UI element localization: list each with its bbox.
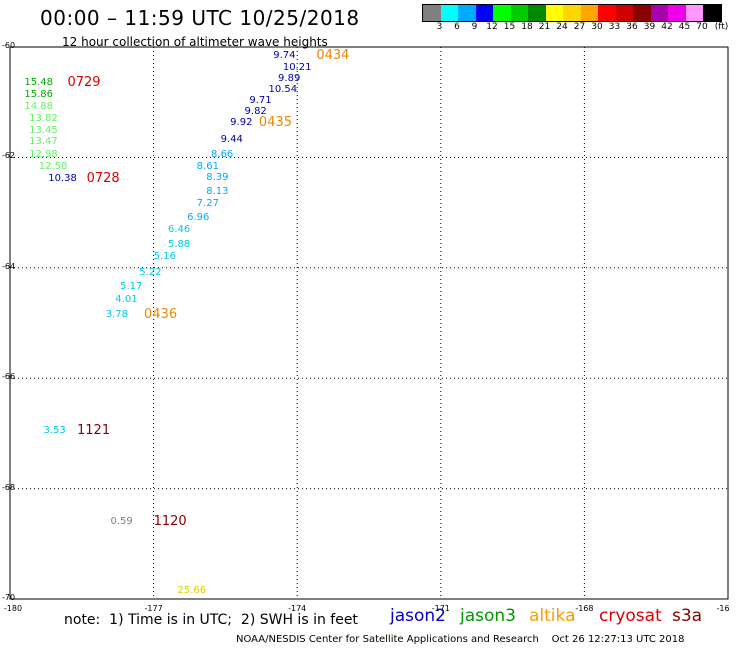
wave-height-point: 25.66	[177, 584, 207, 596]
legend-jason3: jason3	[460, 606, 516, 626]
legend-swatch	[703, 5, 721, 21]
footer-note: note: 1) Time is in UTC; 2) SWH is in fe…	[64, 612, 358, 628]
wave-height-point: 10.38	[48, 173, 77, 185]
legend-swatch	[458, 5, 476, 21]
legend-tick-label: 6	[454, 22, 460, 32]
legend-tick-label: 70	[696, 22, 708, 32]
legend-swatch	[440, 5, 458, 21]
legend-swatch	[528, 5, 546, 21]
legend-tick-label: (ft)	[714, 22, 729, 32]
wave-height-point: 13.47	[29, 136, 58, 148]
pass-time-label: 0729	[67, 74, 101, 90]
legend-swatch	[668, 5, 686, 21]
chart-subtitle: 12 hour collection of altimeter wave hei…	[62, 35, 328, 49]
y-axis-label: -70	[2, 593, 16, 602]
x-axis-label: -177	[144, 604, 163, 613]
pass-time-label: 0728	[86, 171, 120, 187]
wave-height-point: 0.59	[110, 515, 133, 527]
legend-swatch	[423, 5, 441, 21]
legend-tick-label: 3	[436, 22, 443, 32]
pass-time-label: 0434	[316, 48, 350, 64]
legend-tick-label: 42	[661, 22, 673, 32]
legend-tick-label: 45	[678, 22, 691, 32]
legend-altika: altika	[529, 606, 576, 626]
legend-swatch	[563, 5, 581, 21]
wave-height-point: 8.61	[196, 160, 219, 172]
wave-height-point: 13.45	[29, 124, 58, 136]
x-axis-label: -171	[431, 604, 450, 613]
legend-swatch	[633, 5, 651, 21]
wave-height-point: 9.82	[244, 106, 267, 118]
wave-height-point: 6.46	[167, 224, 191, 236]
wave-height-point: 9.74	[273, 50, 296, 62]
wave-height-point: 12.98	[29, 148, 58, 160]
legend-tick-label: 24	[556, 22, 568, 32]
wave-height-point: 10.21	[282, 61, 312, 73]
wave-height-point: 9.44	[220, 133, 243, 145]
legend-swatch	[598, 5, 616, 21]
wave-height-point: 6.96	[187, 212, 210, 224]
wave-height-point: 4.01	[115, 293, 138, 305]
color-scale-ticks: 3 6 9 12 15 18 21 24 27 30 33 36 39 42 45 70 (ft)	[422, 22, 740, 34]
y-axis-label: -66	[2, 372, 16, 382]
wave-height-point: 5.16	[153, 250, 176, 262]
legend-tick-label: 27	[573, 22, 586, 32]
y-axis-label: -64	[2, 261, 16, 271]
wave-height-point: 14.88	[24, 101, 53, 113]
legend-swatch	[475, 5, 493, 21]
legend-swatch	[545, 5, 563, 21]
wave-height-point: 9.89	[278, 73, 301, 85]
credit-line: NOAA/NESDIS Center for Satellite Applica…	[236, 634, 685, 645]
legend-tick-label: 15	[503, 22, 516, 32]
legend-swatch	[685, 5, 703, 21]
legend-swatch	[580, 5, 598, 21]
pass-time-label: 1120	[153, 513, 187, 529]
plot-frame	[9, 46, 729, 600]
legend-tick-label: 12	[486, 22, 498, 32]
legend-cryosat: cryosat	[599, 606, 662, 626]
wave-height-point: 8.39	[206, 172, 229, 184]
pass-time-label: 0435	[258, 115, 292, 131]
chart-title: 00:00 – 11:59 UTC 10/25/2018	[40, 6, 360, 30]
y-axis-label: -62	[2, 151, 16, 161]
wave-height-point: 15.48	[24, 76, 53, 88]
y-axis-label: -60	[2, 41, 16, 50]
pass-time-label: 0436	[144, 306, 178, 322]
wave-height-point: 3.53	[43, 424, 66, 436]
wave-height-point: 3.78	[105, 308, 128, 320]
legend-tick-label: 18	[521, 22, 533, 32]
wave-height-point: 13.82	[29, 112, 58, 124]
legend-tick-label: 36	[626, 22, 638, 32]
legend-tick-label: 30	[591, 22, 603, 32]
x-axis-label: -16	[716, 604, 730, 613]
wave-height-point: 12.58	[38, 160, 68, 172]
wave-height-point: 8.13	[206, 186, 229, 198]
legend-swatch	[615, 5, 633, 21]
legend-jason2: jason2	[390, 606, 446, 626]
legend-tick-label: 9	[471, 22, 478, 32]
x-axis-label: -180	[3, 604, 23, 613]
legend-swatch	[493, 5, 511, 21]
y-axis-label: -68	[2, 482, 16, 492]
pass-time-label: 1121	[77, 422, 111, 438]
legend-swatch	[510, 5, 528, 21]
wave-height-point: 15.86	[24, 89, 53, 101]
color-scale-legend	[422, 4, 722, 22]
wave-height-point: 8.66	[211, 148, 234, 160]
wave-height-point: 5.88	[167, 238, 191, 250]
legend-s3a: s3a	[672, 606, 703, 626]
wave-height-point: 5.22	[139, 267, 162, 279]
legend-tick-label: 21	[538, 22, 551, 32]
wave-height-point: 9.71	[249, 95, 272, 107]
wave-height-point: 7.27	[196, 198, 219, 210]
legend-tick-label: 39	[643, 22, 656, 32]
wave-height-point: 10.54	[268, 84, 298, 96]
x-axis-label: -174	[288, 604, 307, 613]
legend-tick-label: 33	[608, 22, 621, 32]
x-axis-label: -168	[575, 604, 594, 613]
legend-swatch	[650, 5, 668, 21]
wave-height-point: 9.92	[230, 117, 253, 129]
wave-height-point: 5.17	[120, 281, 143, 293]
